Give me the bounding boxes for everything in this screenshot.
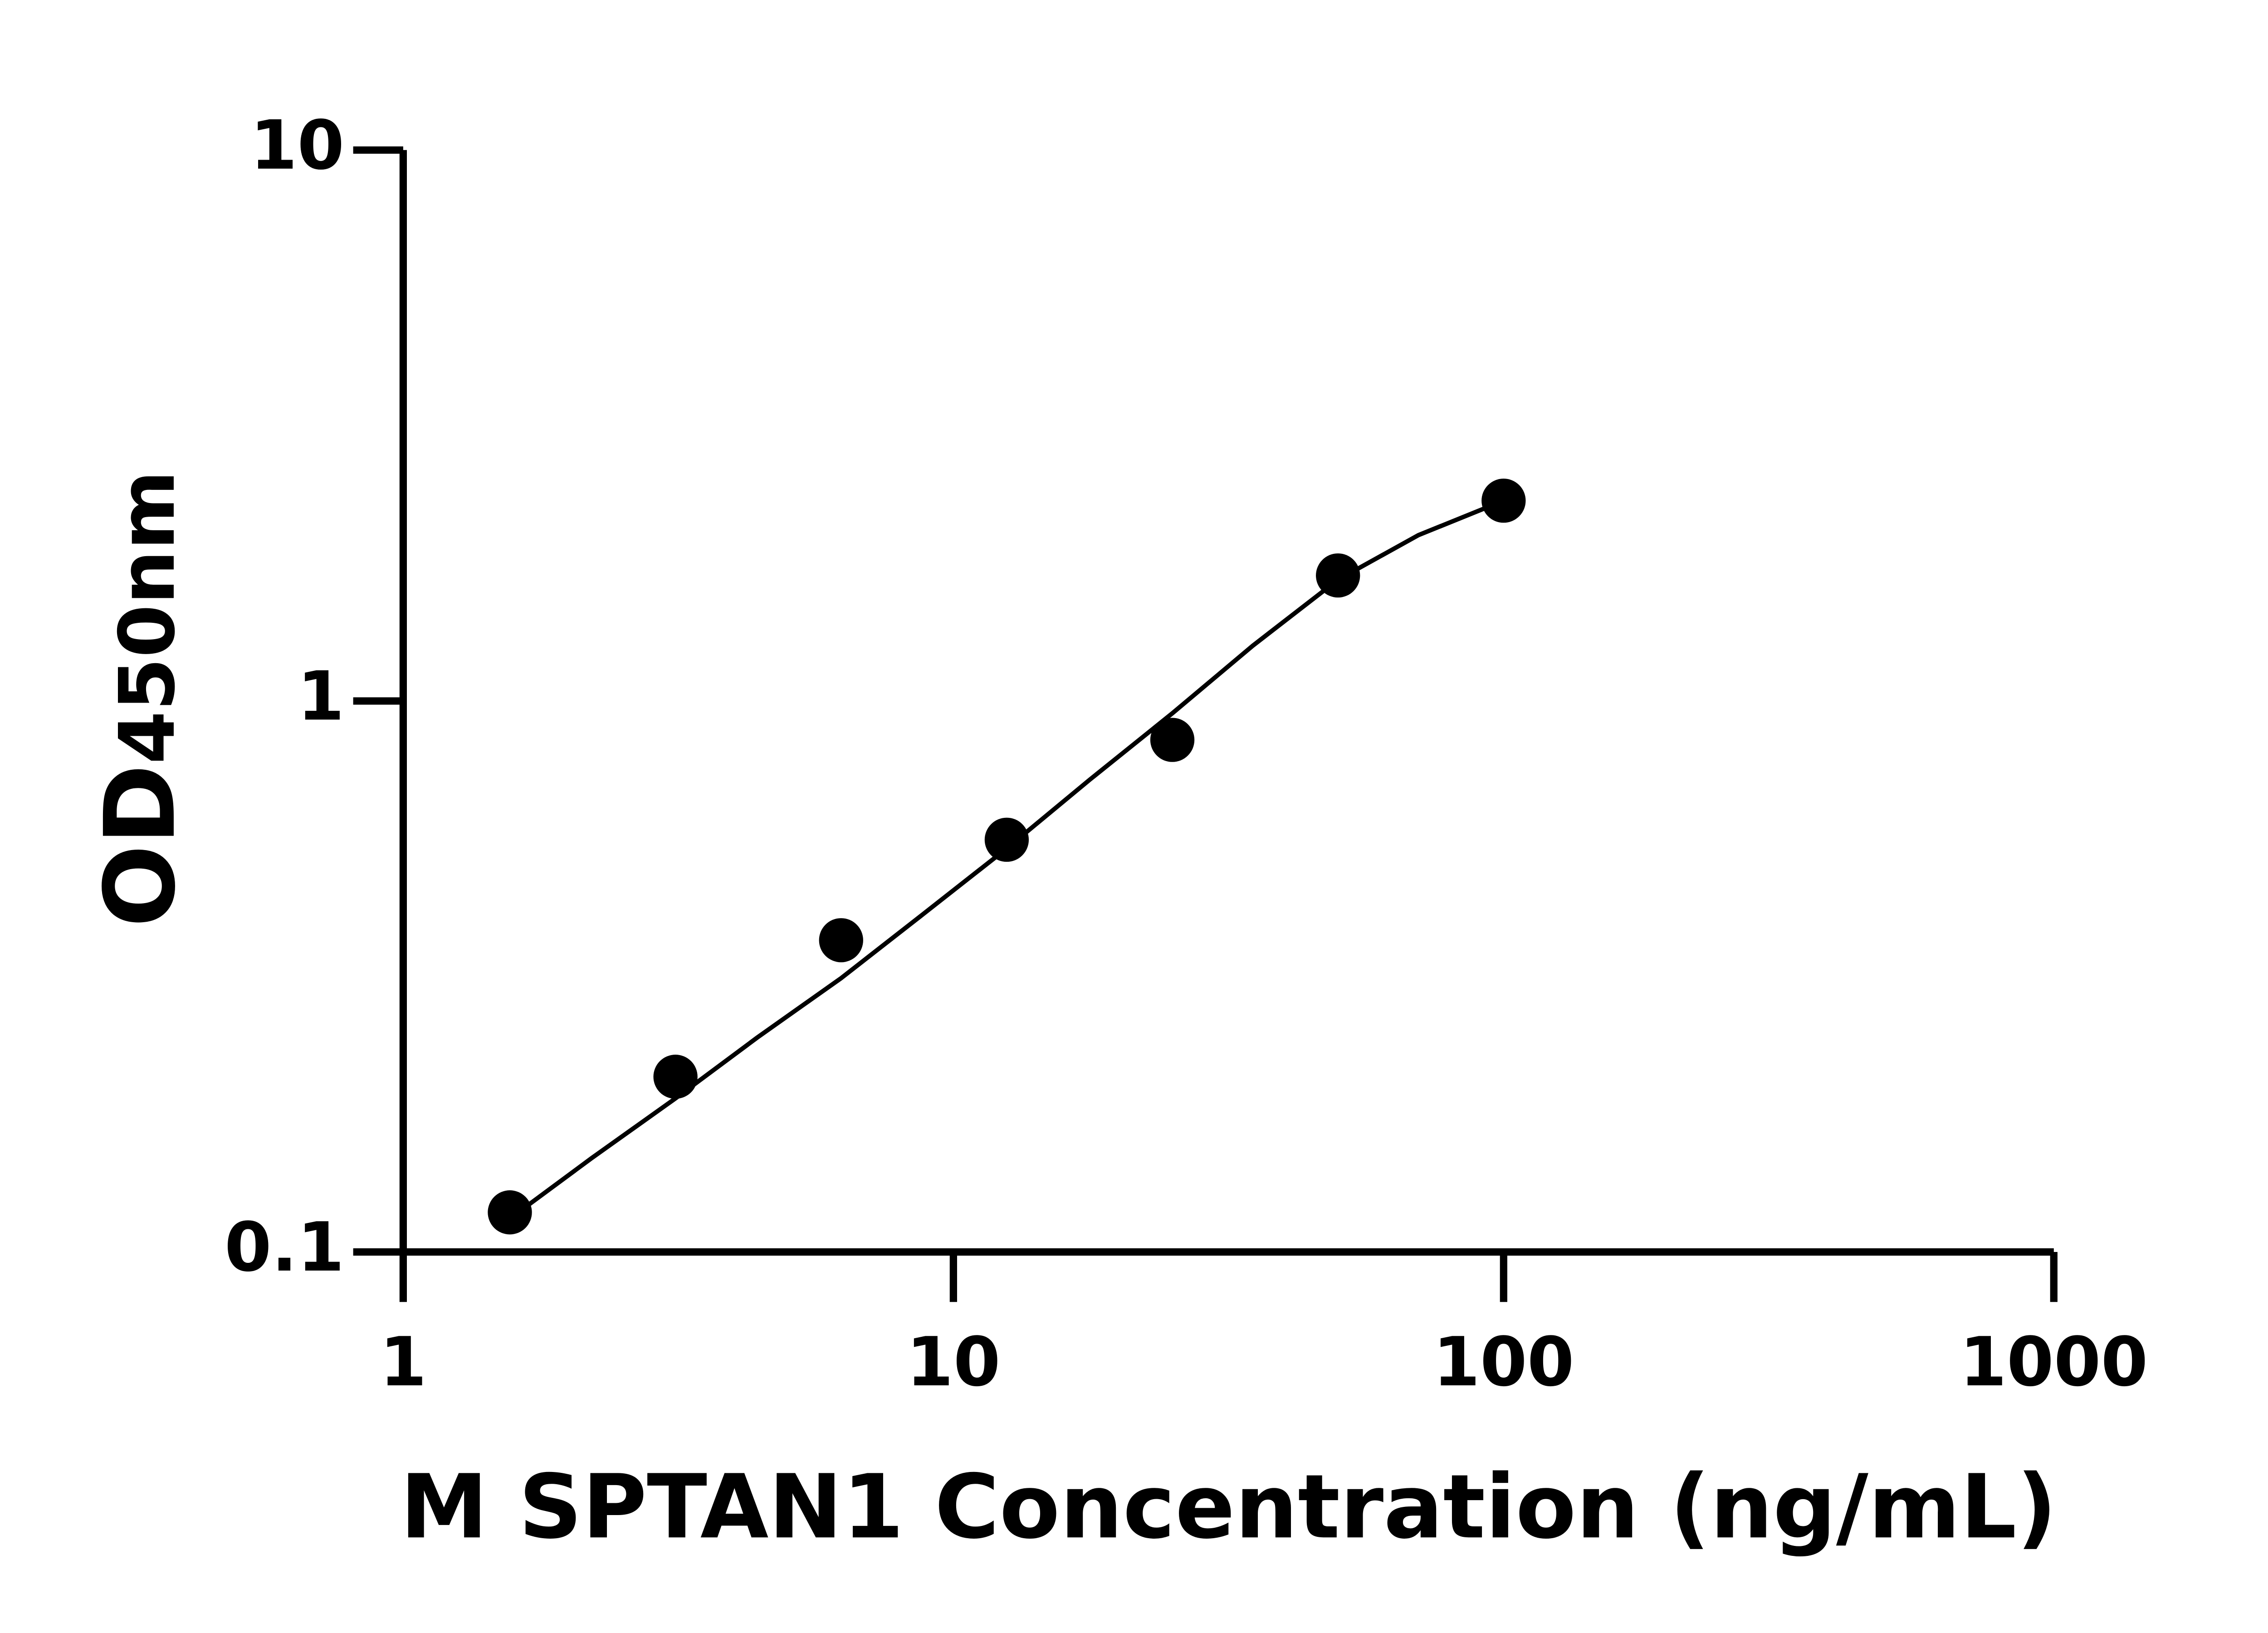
x-tick-label: 100 — [1433, 1323, 1574, 1402]
y-axis-title-group: OD450nm — [84, 470, 197, 927]
x-tick-label: 10 — [906, 1323, 1001, 1402]
x-tick-label: 1000 — [1960, 1323, 2148, 1402]
y-tick-label: 0.1 — [225, 1208, 344, 1287]
x-tick-label: 1 — [380, 1323, 427, 1402]
data-point — [1316, 553, 1360, 598]
y-tick-label: 10 — [250, 107, 345, 185]
y-axis-title-main: OD — [84, 764, 197, 928]
data-point — [984, 817, 1029, 862]
y-tick-label: 1 — [297, 657, 344, 736]
data-point — [819, 918, 863, 963]
x-axis-title: M SPTAN1 Concentration (ng/mL) — [400, 1455, 2057, 1558]
data-point — [488, 1190, 532, 1235]
data-point — [1481, 479, 1526, 523]
y-axis-title-sub: 450nm — [103, 470, 192, 764]
data-point — [1150, 718, 1195, 762]
y-axis-title: OD450nm — [84, 470, 197, 927]
data-point — [653, 1055, 698, 1099]
